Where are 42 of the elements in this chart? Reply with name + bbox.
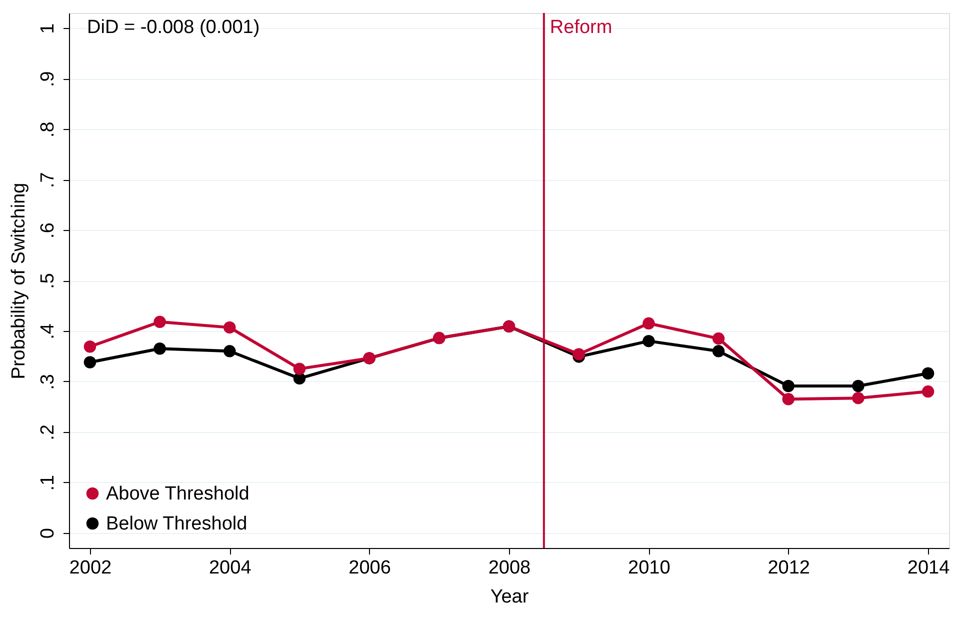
point bbox=[572, 348, 585, 360]
annotation: DiD = -0.008 (0.001) bbox=[87, 17, 260, 38]
point bbox=[852, 380, 864, 392]
y-tick-label: .8 bbox=[38, 122, 58, 138]
x-tick-label: 2012 bbox=[768, 558, 810, 578]
point bbox=[782, 392, 794, 406]
x-tick-label: 2004 bbox=[208, 558, 252, 578]
y-tick-label: 1 bbox=[38, 23, 58, 34]
ref-line-label: Reform bbox=[550, 17, 612, 38]
point bbox=[922, 385, 934, 398]
x-tick-label: 2014 bbox=[907, 558, 950, 578]
point bbox=[782, 380, 794, 392]
y-tick-label: .9 bbox=[38, 71, 58, 88]
y-tick-label: .7 bbox=[38, 172, 58, 188]
x-tick-label: 2010 bbox=[628, 558, 670, 578]
y-tick-label: .4 bbox=[38, 323, 58, 340]
y-axis-title: Probability of Switching bbox=[8, 182, 30, 380]
point bbox=[224, 345, 236, 358]
point bbox=[84, 340, 96, 353]
point bbox=[642, 317, 655, 330]
legend-label: Below Threshold bbox=[106, 514, 248, 534]
y-tick-label: 0 bbox=[38, 528, 58, 539]
point bbox=[84, 356, 96, 368]
point bbox=[293, 362, 306, 375]
x-axis-title: Year bbox=[490, 586, 530, 608]
point bbox=[224, 321, 236, 334]
point bbox=[922, 367, 934, 380]
x-tick-label: 2006 bbox=[348, 558, 391, 578]
y-tick-label: .6 bbox=[38, 222, 58, 238]
point bbox=[712, 332, 725, 345]
y-tick-label: .1 bbox=[38, 474, 58, 491]
point bbox=[712, 345, 725, 358]
y-tick-label: .3 bbox=[38, 374, 58, 390]
point bbox=[154, 316, 166, 328]
y-tick-label: .5 bbox=[38, 273, 58, 289]
legend-label: Above Threshold bbox=[106, 484, 250, 504]
y-tick-label: .2 bbox=[38, 424, 58, 440]
x-tick-label: 2008 bbox=[488, 558, 531, 578]
point bbox=[642, 334, 655, 348]
x-tick-label: 2002 bbox=[69, 558, 112, 578]
point bbox=[852, 392, 864, 404]
point bbox=[154, 342, 166, 355]
